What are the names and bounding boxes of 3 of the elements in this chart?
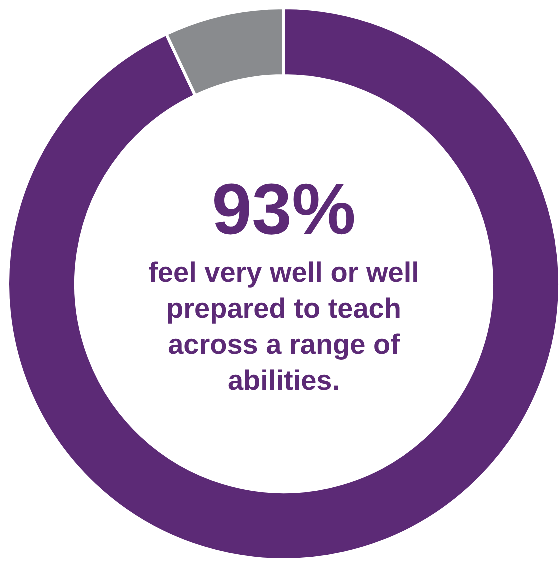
data-label: 93% — [212, 170, 356, 250]
donut-slice — [6, 6, 560, 562]
text: feel very well or well prepared to teach across a range of abilities. — [148, 257, 420, 396]
